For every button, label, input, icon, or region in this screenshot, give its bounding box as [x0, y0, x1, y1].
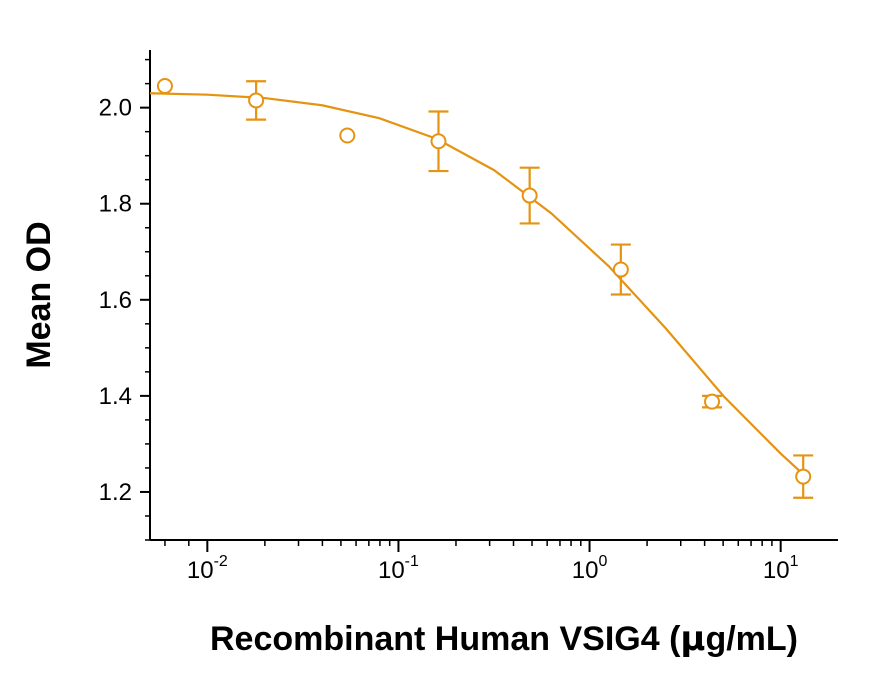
- y-tick-label: 1.8: [99, 191, 132, 218]
- dose-response-chart: 1.21.41.61.82.010-210-1100101Mean ODReco…: [0, 0, 888, 690]
- x-axis-label: Recombinant Human VSIG4 (μg/mL): [210, 619, 798, 659]
- y-tick-label: 1.6: [99, 287, 132, 314]
- y-tick-label: 2.0: [99, 95, 132, 122]
- y-tick-label: 1.2: [99, 479, 132, 506]
- data-point: [796, 470, 810, 484]
- data-point: [249, 93, 263, 107]
- data-point: [340, 129, 354, 143]
- data-point: [431, 134, 445, 148]
- y-axis-label: Mean OD: [20, 221, 58, 368]
- data-point: [523, 189, 537, 203]
- data-point: [614, 263, 628, 277]
- chart-bg: [0, 0, 888, 690]
- y-tick-label: 1.4: [99, 383, 132, 410]
- data-point: [705, 395, 719, 409]
- data-point: [158, 79, 172, 93]
- chart-container: 1.21.41.61.82.010-210-1100101Mean ODReco…: [0, 0, 888, 690]
